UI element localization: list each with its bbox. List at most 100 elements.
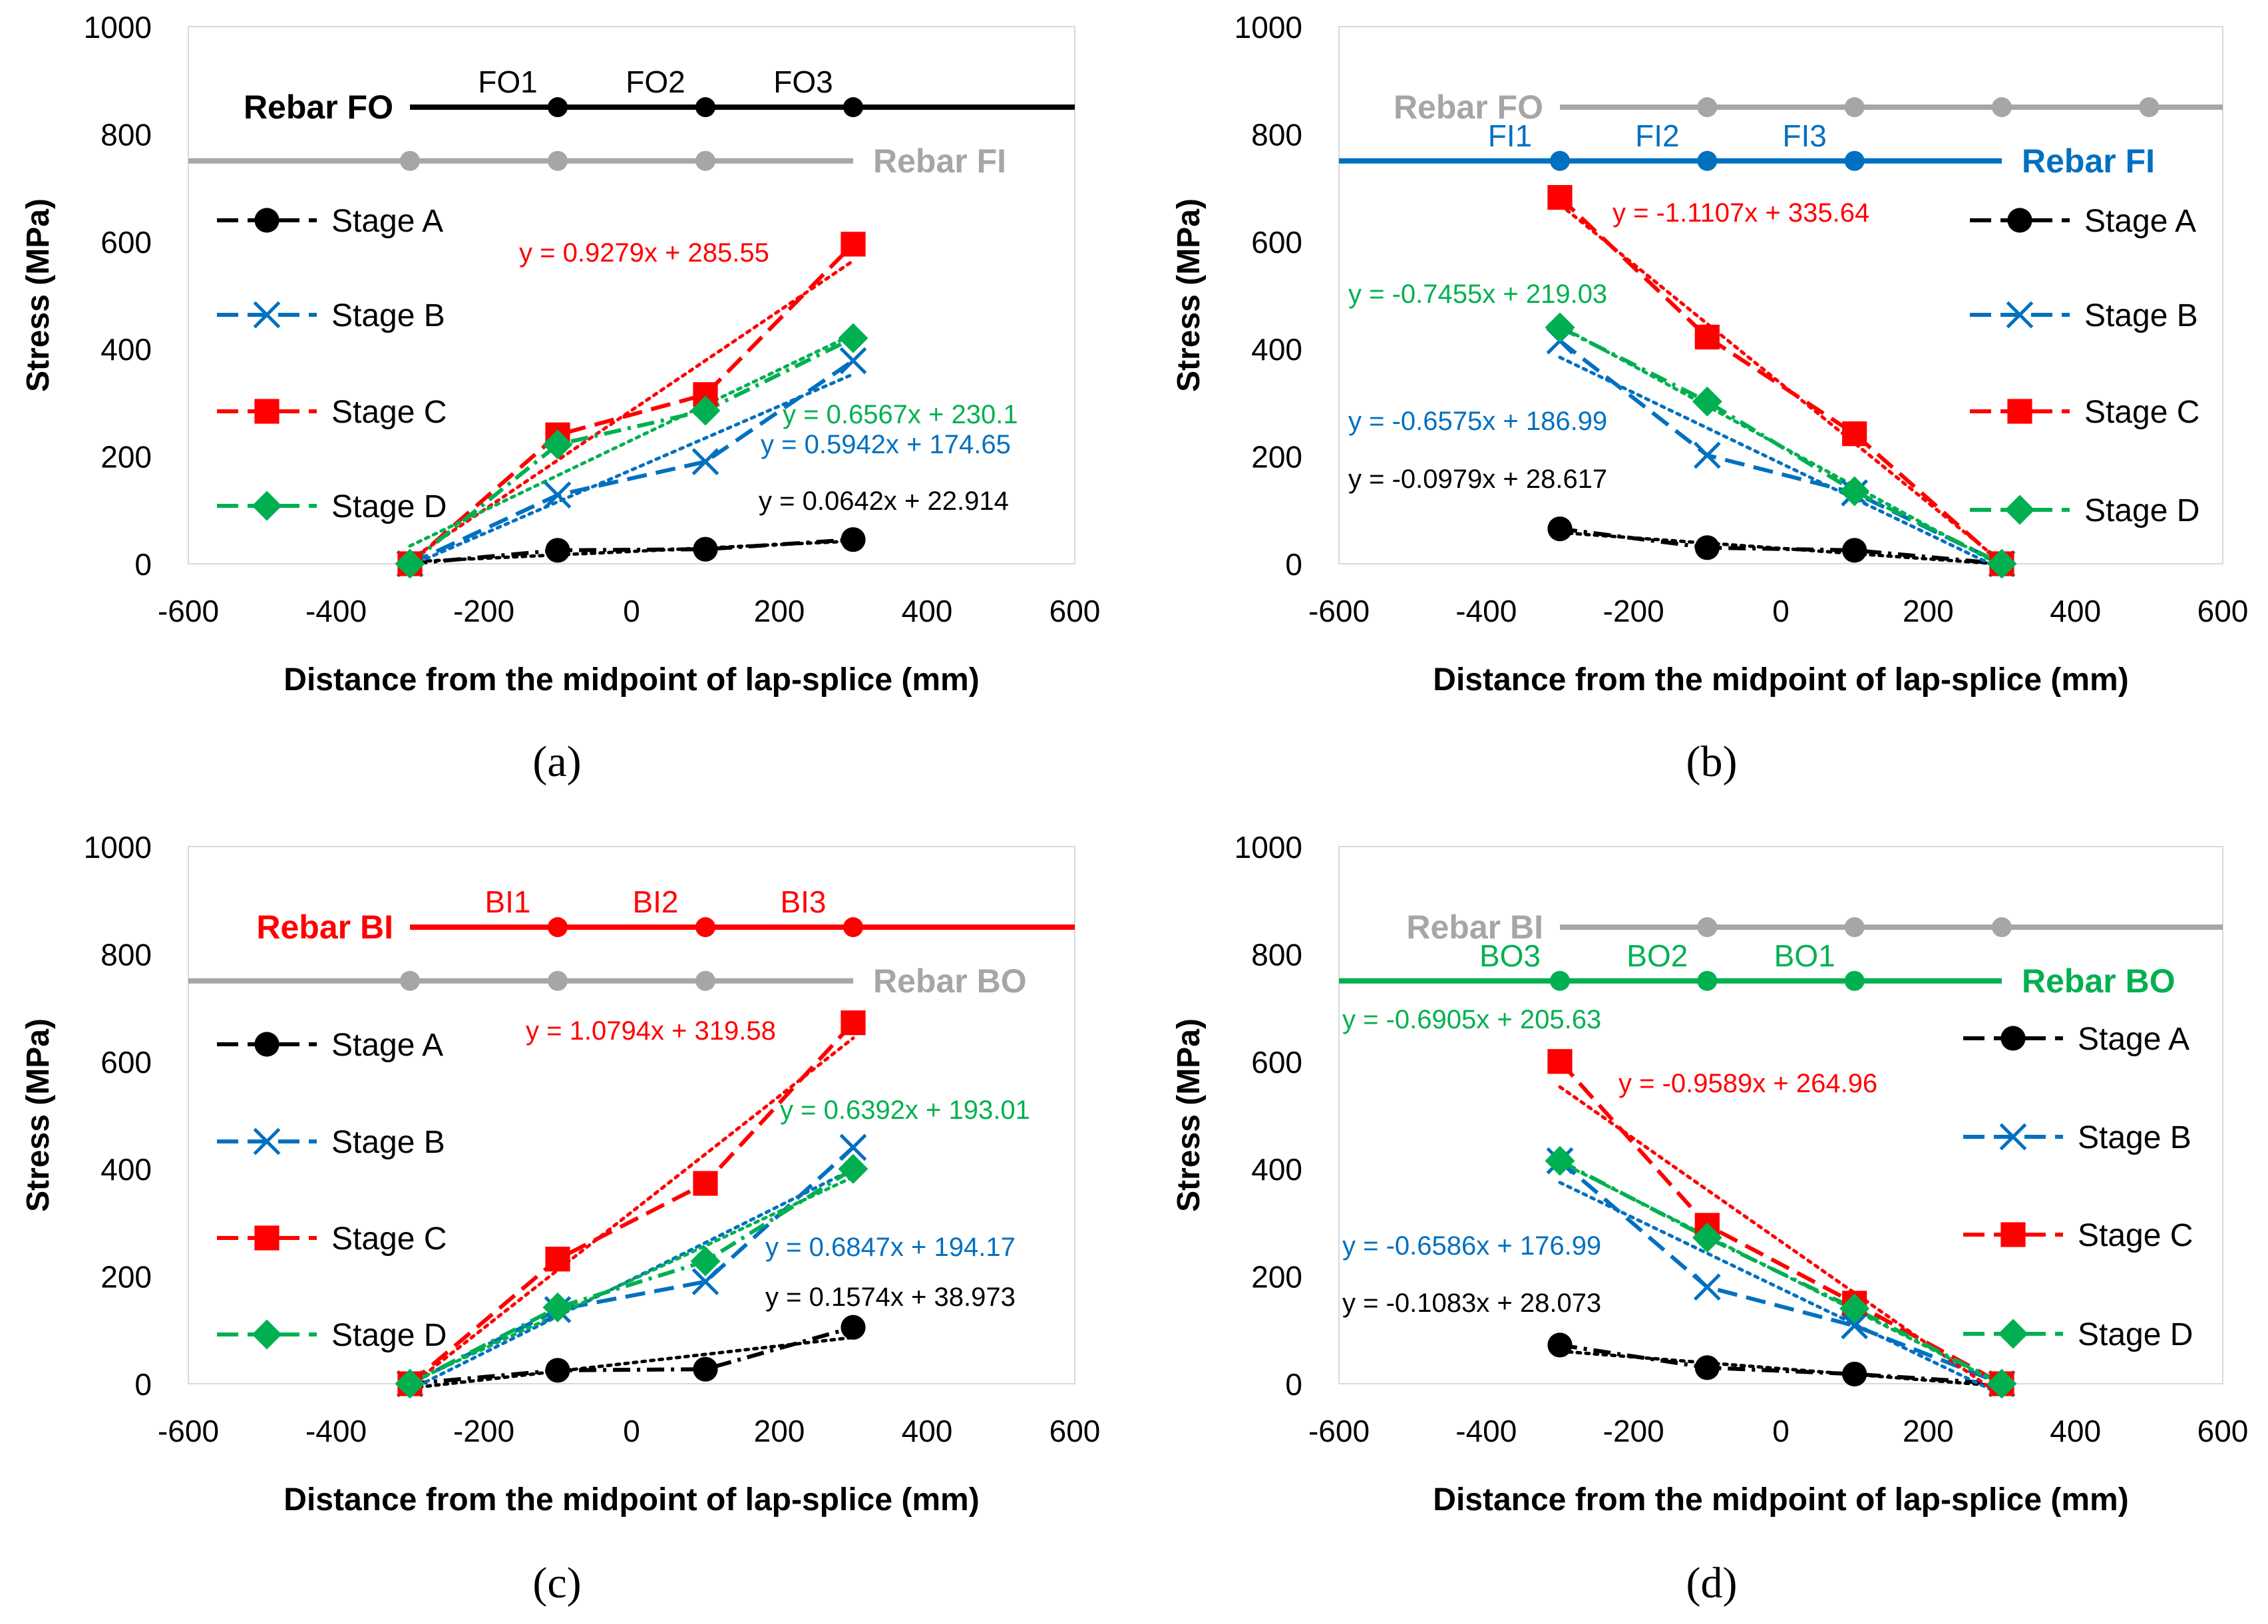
rebar-gauge-point: [1844, 150, 1865, 171]
series-line: [1559, 1159, 2003, 1386]
x-tick-label: 200: [754, 594, 805, 628]
trend-line: [1558, 202, 2004, 564]
legend-entry: Stage A: [331, 204, 443, 239]
legend-entry: Stage C: [2084, 395, 2199, 430]
data-point: [1545, 1145, 1575, 1176]
data-point: [1694, 1355, 1720, 1380]
trend-equation: y = 0.6567x + 230.1: [783, 400, 1018, 429]
legend-entry: Stage A: [331, 1028, 443, 1063]
trend-equation: y = -0.9589x + 264.96: [1618, 1069, 1877, 1098]
x-tick-label: 400: [902, 1414, 953, 1448]
trend-equation: y = 0.5942x + 174.65: [761, 430, 1011, 459]
legend-marker: [1998, 1319, 2028, 1349]
data-point: [1694, 324, 1720, 350]
gauge-label: FO3: [773, 65, 833, 99]
data-point: [838, 1153, 868, 1184]
rebar-label: Rebar BI: [256, 909, 393, 946]
x-axis-label: Distance from the midpoint of lap-splice…: [1433, 1482, 2128, 1518]
rebar-gauge-point: [1992, 97, 2012, 118]
y-tick-label: 400: [1251, 332, 1302, 367]
trend-equation: y = 1.0794x + 319.58: [526, 1016, 776, 1046]
trend-equation: y = 0.0642x + 22.914: [759, 487, 1009, 516]
data-point: [1839, 1293, 1870, 1324]
plot-area: [188, 26, 1075, 564]
series-line: [409, 242, 855, 566]
x-tick-label: 400: [902, 594, 953, 628]
data-point: [1547, 1049, 1573, 1074]
data-point: [395, 548, 425, 579]
rebar-label: Rebar FO: [244, 89, 393, 126]
x-tick-label: -400: [1455, 594, 1517, 628]
legend-entry: Stage D: [2084, 493, 2199, 528]
panel-caption: (a): [532, 737, 581, 786]
rebar-gauge-point: [548, 150, 568, 171]
x-tick-label: 400: [2050, 1414, 2101, 1448]
chart-panel-3: 0 200 400 600 800 1000 -600 -400 -200 0 200 400 600 D…: [21, 830, 1100, 1607]
y-tick-label: 0: [134, 547, 152, 582]
trend-line: [408, 1175, 855, 1385]
data-point: [544, 481, 572, 509]
rebar-gauge-point: [548, 917, 568, 938]
data-point: [841, 1315, 866, 1340]
y-tick-label: 0: [1285, 1367, 1302, 1402]
data-point: [1547, 516, 1573, 542]
y-axis-label: Stress (MPa): [21, 198, 56, 392]
x-tick-label: 400: [2050, 594, 2101, 628]
legend-marker: [252, 1319, 282, 1350]
series-line: [409, 1325, 854, 1386]
y-tick-label: 800: [100, 117, 152, 152]
legend-entry: Stage B: [2084, 298, 2198, 333]
data-point: [690, 395, 721, 426]
trend-line: [408, 1167, 855, 1392]
trend-equation: y = 0.1574x + 38.973: [765, 1283, 1016, 1312]
data-point: [1841, 1312, 1869, 1340]
y-tick-label: 200: [1251, 440, 1302, 475]
legend-entry: Stage C: [331, 395, 447, 430]
data-point: [1842, 1361, 1867, 1387]
rebar-label: Rebar BI: [1406, 909, 1543, 946]
rebar-gauge-point: [1992, 917, 2012, 938]
y-tick-label: 1000: [84, 10, 152, 45]
trend-line: [408, 1036, 855, 1388]
y-tick-label: 0: [1285, 547, 1302, 582]
y-tick-label: 600: [100, 225, 152, 260]
legend-entry: Stage D: [331, 1318, 447, 1353]
x-tick-label: 200: [1903, 594, 1954, 628]
y-axis-label: Stress (MPa): [21, 1018, 56, 1212]
x-tick-label: -600: [1308, 1414, 1370, 1448]
x-tick-label: -600: [158, 1414, 219, 1448]
series-line: [409, 359, 854, 566]
y-tick-label: 600: [1251, 225, 1302, 260]
legend-marker: [254, 1225, 280, 1251]
data-point: [690, 1246, 721, 1277]
trend-equation: y = -0.6586x + 176.99: [1342, 1231, 1601, 1261]
data-point: [1986, 548, 2017, 579]
rebar-label: Rebar FI: [2022, 142, 2155, 180]
plot-area: [1338, 846, 2223, 1384]
trend-equation: y = 0.6392x + 193.01: [780, 1096, 1030, 1125]
rebar-label: Rebar BO: [2022, 962, 2175, 1000]
x-tick-label: 0: [623, 1414, 640, 1448]
y-tick-label: 1000: [1234, 830, 1302, 865]
legend-entry: Stage C: [2078, 1218, 2193, 1253]
y-tick-label: 200: [100, 440, 152, 475]
data-point: [1692, 386, 1722, 417]
rebar-label: Rebar FI: [873, 142, 1006, 180]
legend-entry: Stage A: [2084, 204, 2196, 239]
trend-line: [408, 332, 855, 548]
data-point: [693, 1171, 718, 1196]
data-point: [693, 1356, 718, 1382]
legend-marker: [2000, 1026, 2026, 1051]
rebar-gauge-point: [1844, 917, 1865, 938]
trend-equation: y = -0.1083x + 28.073: [1342, 1289, 1601, 1318]
panel-caption: (b): [1686, 737, 1738, 786]
legend-marker: [2007, 399, 2032, 424]
data-point: [545, 1247, 570, 1272]
legend-marker: [254, 399, 280, 424]
data-point: [691, 1268, 719, 1296]
gauge-label: BO3: [1479, 938, 1541, 973]
data-point: [691, 448, 719, 476]
legend-marker: [254, 1032, 280, 1057]
legend-entry: Stage B: [331, 298, 445, 333]
